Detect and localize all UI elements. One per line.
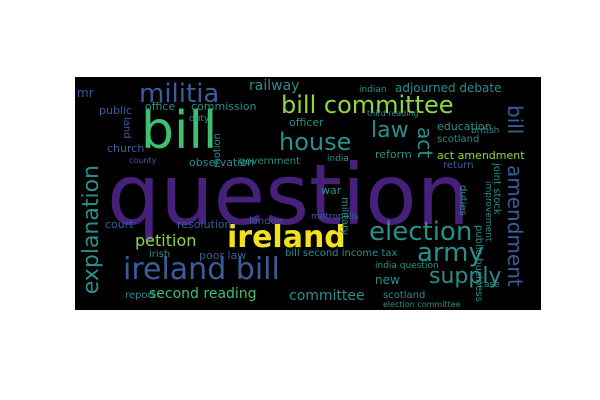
word-duty: duty	[189, 114, 210, 124]
word-petition: petition	[135, 231, 197, 250]
word-india: india	[327, 154, 349, 164]
word-resolution: resolution	[177, 218, 232, 231]
word-ireland-bill: ireland bill	[123, 252, 280, 287]
word-scotland: scotland	[383, 290, 426, 301]
word-third-reading: third reading	[367, 109, 419, 118]
word-cloud: question bill ireland ireland bill bill …	[75, 77, 541, 310]
word-bill-committee: bill committee	[281, 91, 454, 119]
word-metropolis: metropolis	[311, 212, 359, 222]
word-office: office	[145, 100, 176, 113]
word-election: election	[369, 217, 473, 247]
word-bill-right: bill	[503, 105, 527, 135]
word-improvement: improvement	[483, 181, 493, 242]
word-education: education	[437, 120, 492, 133]
word-election-committee: election committee	[383, 300, 461, 309]
word-law: law	[371, 118, 409, 143]
word-case: case	[479, 280, 500, 290]
word-railway: railway	[249, 78, 300, 94]
word-motion: motion	[212, 133, 223, 169]
word-duties: duties	[457, 185, 468, 216]
word-observation: observation	[189, 156, 255, 169]
word-second-reading: second reading	[149, 286, 257, 302]
word-reform: reform	[375, 148, 412, 161]
word-militia: militia	[139, 79, 220, 109]
word-adjourned-debate: adjourned debate	[395, 81, 502, 95]
word-war: war	[321, 184, 342, 197]
word-joint-stock: joint stock	[491, 163, 502, 215]
word-supply: supply	[429, 264, 502, 289]
word-mr: mr	[77, 86, 94, 100]
word-bill-second-income-tax: bill second income tax	[285, 248, 398, 259]
word-commission: commission	[191, 100, 257, 113]
word-india-question: india question	[375, 261, 439, 271]
word-church: church	[107, 142, 145, 155]
word-land: land	[121, 117, 132, 139]
word-officer: officer	[289, 116, 324, 129]
word-public-business: public business	[473, 225, 484, 302]
word-return: return	[443, 160, 474, 171]
word-british: british	[471, 126, 500, 136]
word-question: question	[107, 146, 470, 244]
word-military: military	[339, 197, 350, 236]
word-act-amendment: act amendment	[437, 149, 525, 162]
word-act: act	[413, 127, 437, 159]
word-amendment: amendment	[503, 165, 527, 287]
word-army: army	[417, 238, 484, 268]
word-house: house	[279, 128, 352, 156]
word-committee: committee	[289, 288, 365, 304]
word-explanation: explanation	[79, 165, 104, 295]
word-public: public	[99, 104, 133, 117]
word-poor-law: poor law	[199, 249, 247, 262]
word-ireland: ireland	[227, 220, 346, 255]
word-county: county	[129, 156, 157, 165]
word-irish: irish	[149, 249, 171, 260]
word-london: london	[249, 216, 284, 227]
word-government: government	[239, 156, 300, 167]
word-court: court	[105, 218, 134, 231]
word-scotland-2: scotland	[437, 134, 480, 145]
word-new: new	[375, 273, 400, 287]
word-indian: indian	[359, 85, 387, 95]
word-report: report	[125, 290, 156, 301]
word-bill: bill	[141, 101, 218, 161]
